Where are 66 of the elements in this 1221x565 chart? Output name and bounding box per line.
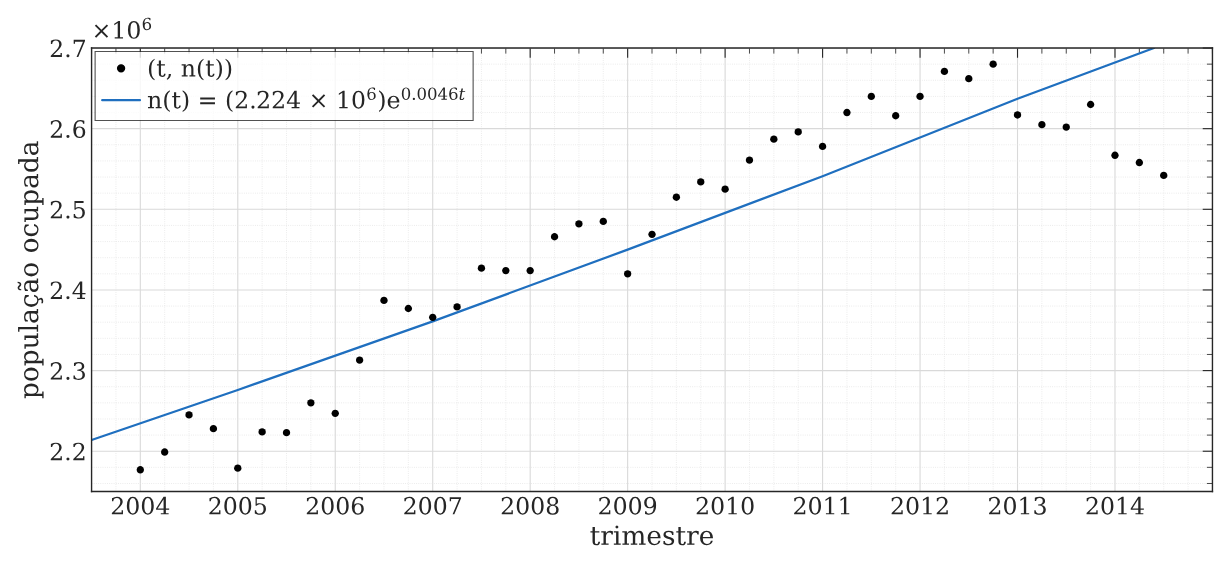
point xyxy=(721,185,729,193)
point xyxy=(331,409,339,417)
x-tick-label: 2004 xyxy=(111,496,170,515)
point xyxy=(307,399,315,407)
point xyxy=(1062,123,1070,131)
y-tick-label: 2.4 xyxy=(50,281,86,300)
point xyxy=(818,142,827,151)
x-tick-label: 2010 xyxy=(696,496,754,515)
legend-label: (t, n(t)) xyxy=(148,58,232,81)
y-tick-label: 2.7 xyxy=(50,39,86,58)
point xyxy=(136,466,144,474)
point xyxy=(965,74,973,83)
x-tick-label: 2009 xyxy=(599,496,657,515)
point xyxy=(867,92,875,101)
point xyxy=(1086,100,1095,109)
point xyxy=(672,193,681,201)
x-tick-label: 2006 xyxy=(306,496,364,515)
text: ×10$^{6}$ xyxy=(94,17,152,39)
point xyxy=(623,270,632,278)
y-tick-label: 2.2 xyxy=(50,442,85,461)
point xyxy=(355,356,364,364)
point xyxy=(282,429,291,437)
point xyxy=(575,220,583,228)
point xyxy=(258,428,266,436)
point xyxy=(1160,171,1168,180)
point xyxy=(429,313,437,322)
point xyxy=(770,135,778,143)
x-axis-title: trimestre xyxy=(590,525,714,546)
point xyxy=(234,464,242,472)
y-tick-label: 2.6 xyxy=(50,120,86,138)
y-tick-label: 2.5 xyxy=(50,200,85,219)
point xyxy=(989,60,997,68)
x-tick-label: 2012 xyxy=(891,496,948,515)
point xyxy=(892,112,900,120)
point xyxy=(380,296,388,305)
point xyxy=(697,178,705,186)
point xyxy=(404,304,413,313)
point xyxy=(745,156,754,164)
point xyxy=(1135,158,1144,167)
point xyxy=(209,424,218,433)
point xyxy=(502,266,510,275)
point xyxy=(477,264,486,272)
point xyxy=(161,448,169,456)
y-tick-label: 2.3 xyxy=(50,362,85,380)
point xyxy=(916,92,924,101)
point xyxy=(648,230,656,238)
point xyxy=(599,217,607,226)
point xyxy=(940,67,949,76)
point xyxy=(526,266,534,275)
x-tick-label: 2014 xyxy=(1086,496,1144,515)
point xyxy=(1013,111,1022,119)
point xyxy=(185,411,193,419)
x-tick-label: 2013 xyxy=(989,496,1046,515)
line-series xyxy=(91,48,1156,442)
x-tick-label: 2007 xyxy=(404,496,462,515)
x-tick-label: 2005 xyxy=(209,496,266,515)
point xyxy=(550,233,559,241)
point xyxy=(794,128,802,136)
point xyxy=(1038,120,1046,129)
point xyxy=(453,303,461,311)
point xyxy=(1111,151,1119,159)
x-tick-label: 2008 xyxy=(501,496,559,515)
legend-label: n(t) = (2.224 × 10$^{6}$)e$^{0.0046t}$ xyxy=(147,87,466,112)
x-tick-label: 2011 xyxy=(794,496,850,515)
point xyxy=(843,108,851,117)
y-axis-title: população ocupada xyxy=(17,141,44,399)
